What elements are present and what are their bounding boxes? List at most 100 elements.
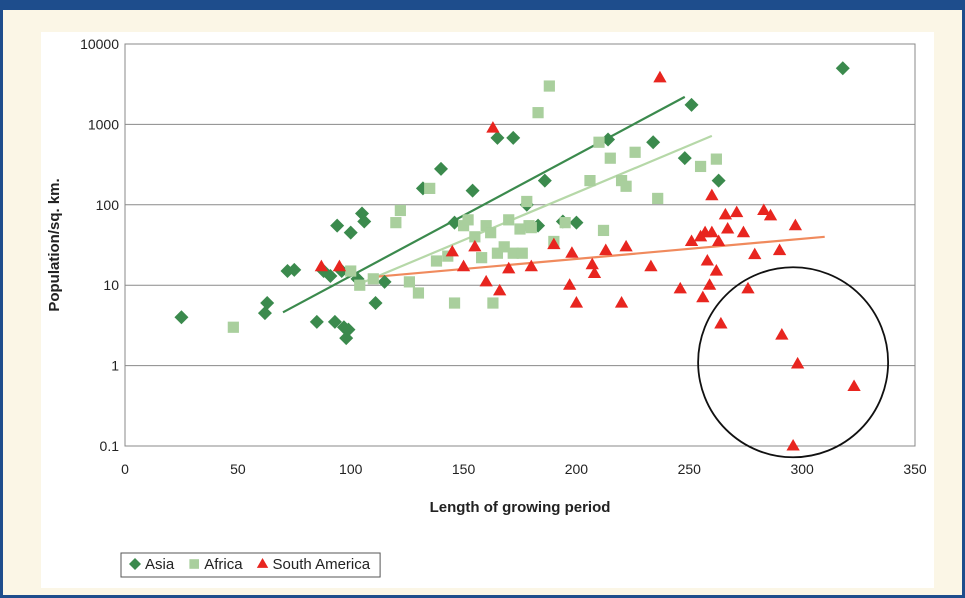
x-tick-label: 50 [230,461,246,477]
y-tick-label: 10000 [80,36,119,52]
asia-point [835,61,850,76]
africa-point [629,146,641,158]
y-axis-title: Population/sq. km. [46,178,63,311]
south-america-point [547,237,561,250]
south-america-point [673,281,687,294]
africa-point [604,152,616,164]
y-tick-label: 1 [111,358,119,374]
asia-point [677,151,692,166]
south-america-point [486,121,500,133]
south-america-point [619,239,633,252]
south-america-point [614,296,629,308]
africa-point [559,217,571,229]
africa-point [597,224,610,237]
annotations [697,266,890,459]
africa-point [430,255,443,267]
south-america-point [468,239,482,252]
south-america-point [565,246,579,258]
africa-point [457,220,470,232]
south-america-point [790,356,805,369]
africa-point [532,107,544,119]
africa-point [694,160,707,173]
asia-point [343,225,358,240]
asia-point [434,161,448,176]
south-america-point [456,259,471,272]
africa-point [390,217,402,229]
africa-point [485,227,497,239]
asia-point [309,314,324,329]
y-tick-label: 100 [96,197,120,213]
south-america-point [718,207,733,220]
data-points [174,61,861,451]
south-america-point [748,247,762,260]
africa-point [710,153,722,165]
asia-point [327,314,342,329]
asia-point [684,97,699,112]
africa-point [476,252,488,264]
legend-marker-africa [189,559,199,569]
south-america-point [653,70,667,83]
gridlines [125,123,915,367]
legend: Asia Africa South America [120,552,381,578]
y-tick-label: 10 [103,277,119,293]
legend-label-africa: Africa [204,556,243,573]
africa-point [424,182,436,194]
legend-marker-south-america [256,558,269,568]
africa-trendline [363,134,713,283]
south-america-point [714,316,728,329]
africa-point [462,214,474,226]
y-tick-labels: 0.1 1 10 100 1000 10000 [80,36,119,454]
africa-point [480,220,492,232]
asia-point [377,274,392,289]
south-america-point [563,278,577,290]
plot-area-border [124,43,916,447]
south-america-point [772,243,787,256]
asia-point [569,215,584,230]
africa-point [652,192,664,205]
south-america-point [786,439,800,451]
south-america-point [788,218,803,231]
africa-point [525,222,537,234]
south-america-point [445,244,459,257]
africa-point [403,276,415,288]
south-america-point [705,188,719,201]
scatter-chart: 0.1 1 10 100 1000 10000 0 50 100 150 200 250 300 350… [46,36,927,578]
africa-point [593,136,605,148]
asia-point [465,183,480,198]
south-america-point [332,259,347,272]
y-tick-label: 1000 [88,116,119,132]
south-america-point [569,296,584,308]
south-america-point [741,281,755,294]
asia-point [368,296,383,311]
africa-point [620,180,632,192]
south-america-point [763,208,778,221]
africa-point [584,174,596,187]
africa-point [412,287,425,299]
south-america-point [709,264,724,276]
x-tick-label: 100 [339,461,363,477]
south-america-point [684,234,699,247]
asia-point [257,306,272,321]
legend-box [120,552,381,578]
x-tick-label: 250 [678,461,702,477]
south-america-point [705,225,719,238]
africa-point [448,297,461,309]
south-america-point [775,328,789,340]
africa-point [514,223,526,235]
africa-point [487,297,499,309]
x-tick-labels: 0 50 100 150 200 250 300 350 [121,461,927,477]
south-america-point [711,234,726,247]
asia-point [174,310,189,325]
africa-point [516,247,528,259]
legend-label-asia: Asia [145,556,175,573]
south-america-point [757,203,771,216]
africa-point [543,80,555,92]
africa-point [503,214,515,226]
south-america-point [314,259,329,272]
africa-point [521,195,533,208]
south-america-point [644,259,658,272]
asia-point [341,322,356,337]
south-america-point [585,257,599,270]
south-america-point [502,261,516,274]
